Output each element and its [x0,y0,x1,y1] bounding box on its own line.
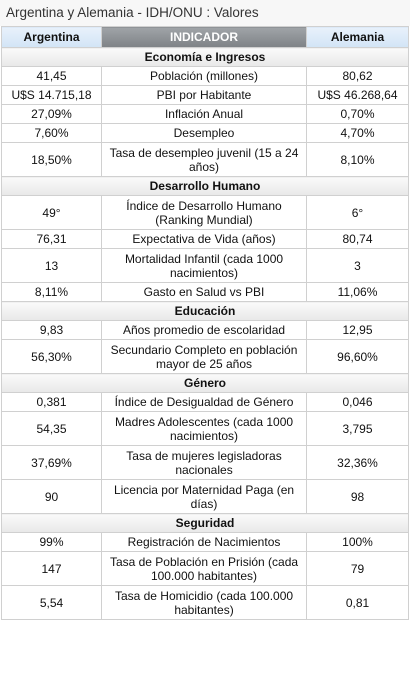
table-row: 90 Licencia por Maternidad Paga (en días)… [1,479,409,514]
header-indicator: INDICADOR [101,26,307,48]
argentina-value: 0,381 [1,392,102,412]
table-row: 18,50% Tasa de desempleo juvenil (15 a 24… [1,142,409,177]
header-row: Argentina INDICADOR Alemania [1,26,409,48]
alemania-value: 98 [306,479,409,514]
section-row: Desarrollo Humano [1,176,409,196]
alemania-value: U$S 46.268,64 [306,85,409,105]
indicator-label: Gasto en Salud vs PBI [101,282,307,302]
alemania-value: 3 [306,248,409,283]
table-row: 41,45 Población (millones) 80,62 [1,66,409,86]
alemania-value: 4,70% [306,123,409,143]
table-row: 8,11% Gasto en Salud vs PBI 11,06% [1,282,409,302]
table-row: 37,69% Tasa de mujeres legisladoras nacio… [1,445,409,480]
argentina-value: 18,50% [1,142,102,177]
indicator-label: Índice de Desarrollo Humano (Ranking Mun… [101,195,307,230]
table-row: 9,83 Años promedio de escolaridad 12,95 [1,320,409,340]
argentina-value: 27,09% [1,104,102,124]
table-row: 49° Índice de Desarrollo Humano (Ranking … [1,195,409,230]
section-row: Economía e Ingresos [1,47,409,67]
argentina-value: 7,60% [1,123,102,143]
table-row: 27,09% Inflación Anual 0,70% [1,104,409,124]
argentina-value: 76,31 [1,229,102,249]
alemania-value: 0,70% [306,104,409,124]
indicator-label: Tasa de Población en Prisión (cada 100.0… [101,551,307,586]
indicator-label: Desempleo [101,123,307,143]
comparison-table: Argentina INDICADOR Alemania Economía e … [1,26,409,620]
argentina-value: 147 [1,551,102,586]
table-body: Economía e Ingresos 41,45 Población (millo… [1,47,409,620]
alemania-value: 32,36% [306,445,409,480]
indicator-label: Mortalidad Infantil (cada 1000 nacimient… [101,248,307,283]
argentina-value: 99% [1,532,102,552]
alemania-value: 80,62 [306,66,409,86]
alemania-value: 11,06% [306,282,409,302]
alemania-value: 80,74 [306,229,409,249]
section-title: Economía e Ingresos [1,47,409,67]
argentina-value: 49° [1,195,102,230]
argentina-value: 56,30% [1,339,102,374]
section-row: Seguridad [1,513,409,533]
alemania-value: 12,95 [306,320,409,340]
header-argentina: Argentina [1,26,102,48]
alemania-value: 100% [306,532,409,552]
section-title: Educación [1,301,409,321]
alemania-value: 3,795 [306,411,409,446]
indicator-label: Años promedio de escolaridad [101,320,307,340]
alemania-value: 0,81 [306,585,409,620]
indicator-label: Población (millones) [101,66,307,86]
argentina-value: U$S 14.715,18 [1,85,102,105]
table-row: 5,54 Tasa de Homicidio (cada 100.000 habi… [1,585,409,620]
table-row: 99% Registración de Nacimientos 100% [1,532,409,552]
alemania-value: 6° [306,195,409,230]
argentina-value: 8,11% [1,282,102,302]
indicator-label: Índice de Desigualdad de Género [101,392,307,412]
section-row: Educación [1,301,409,321]
argentina-value: 54,35 [1,411,102,446]
indicator-label: Secundario Completo en población mayor d… [101,339,307,374]
indicator-label: Tasa de desempleo juvenil (15 a 24 años) [101,142,307,177]
alemania-value: 96,60% [306,339,409,374]
argentina-value: 90 [1,479,102,514]
table-row: 7,60% Desempleo 4,70% [1,123,409,143]
table-row: 0,381 Índice de Desigualdad de Género 0,04… [1,392,409,412]
indicator-label: Tasa de mujeres legisladoras nacionales [101,445,307,480]
argentina-value: 37,69% [1,445,102,480]
table-row: 54,35 Madres Adolescentes (cada 1000 naci… [1,411,409,446]
indicator-label: Madres Adolescentes (cada 1000 nacimient… [101,411,307,446]
section-title: Género [1,373,409,393]
section-title: Desarrollo Humano [1,176,409,196]
indicator-label: Licencia por Maternidad Paga (en días) [101,479,307,514]
argentina-value: 13 [1,248,102,283]
argentina-value: 5,54 [1,585,102,620]
alemania-value: 0,046 [306,392,409,412]
indicator-label: Inflación Anual [101,104,307,124]
alemania-value: 79 [306,551,409,586]
table-row: 147 Tasa de Población en Prisión (cada 10… [1,551,409,586]
section-title: Seguridad [1,513,409,533]
table-row: 13 Mortalidad Infantil (cada 1000 nacimie… [1,248,409,283]
argentina-value: 41,45 [1,66,102,86]
indicator-label: Registración de Nacimientos [101,532,307,552]
table-row: U$S 14.715,18 PBI por Habitante U$S 46.268… [1,85,409,105]
table-row: 76,31 Expectativa de Vida (años) 80,74 [1,229,409,249]
argentina-value: 9,83 [1,320,102,340]
indicator-label: Expectativa de Vida (años) [101,229,307,249]
indicator-label: PBI por Habitante [101,85,307,105]
table-row: 56,30% Secundario Completo en población m… [1,339,409,374]
header-alemania: Alemania [306,26,409,48]
alemania-value: 8,10% [306,142,409,177]
section-row: Género [1,373,409,393]
indicator-label: Tasa de Homicidio (cada 100.000 habitant… [101,585,307,620]
page-title: Argentina y Alemania - IDH/ONU : Valores [0,0,410,26]
